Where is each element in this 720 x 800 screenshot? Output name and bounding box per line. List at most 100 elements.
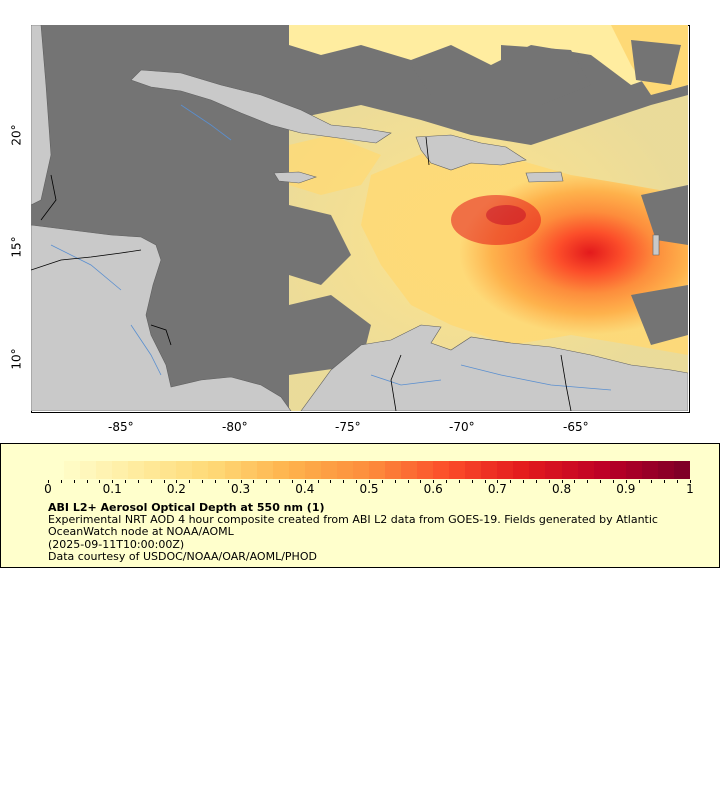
- colorbar-segment: [96, 461, 113, 479]
- colorbar-minor-tick: [369, 480, 370, 483]
- colorbar-minor-tick: [266, 480, 268, 483]
- lat-tick-label: 10°: [9, 348, 24, 370]
- colorbar-minor-tick: [690, 480, 691, 483]
- colorbar-segment: [336, 461, 353, 479]
- colorbar-segment: [465, 461, 482, 479]
- borders: [31, 136, 572, 411]
- colorbar-segment: [304, 461, 321, 479]
- lon-tick-label: -65°: [563, 420, 589, 434]
- colorbar-minor-tick: [150, 480, 152, 483]
- colorbar-tick-label: 0.3: [231, 482, 251, 496]
- colorbar-minor-tick: [612, 480, 614, 483]
- aod-plume: [361, 150, 688, 355]
- colorbar-minor-tick: [510, 480, 512, 483]
- colorbar-segment: [80, 461, 97, 479]
- legend-description: Experimental NRT AOD 4 hour composite cr…: [48, 513, 658, 538]
- colorbar-tick-label: 0.8: [552, 482, 572, 496]
- rivers: [50, 104, 612, 391]
- colorbar-minor-tick: [240, 480, 242, 483]
- colorbar-minor-tick: [458, 480, 460, 483]
- colorbar-segment: [641, 461, 658, 479]
- colorbar-segment: [256, 461, 273, 479]
- colorbar-segment: [609, 461, 626, 479]
- colorbar-segment: [320, 461, 337, 479]
- colorbar-tick-label: 0.5: [359, 482, 379, 496]
- legend-title: ABI L2+ Aerosol Optical Depth at 550 nm …: [48, 501, 325, 514]
- jamaica: [273, 171, 317, 184]
- colorbar-minor-tick: [381, 480, 383, 483]
- colorbar-minor-tick: [420, 480, 422, 483]
- colorbar-minor-tick: [407, 480, 409, 483]
- colorbar-segment: [144, 461, 161, 479]
- colorbar-minor-tick: [625, 480, 627, 483]
- colorbar-segment: [673, 461, 690, 479]
- colorbar-minor-tick: [535, 480, 537, 483]
- colorbar-minor-tick: [523, 480, 525, 483]
- legend-date: (2025-09-11T10:00:00Z): [48, 538, 185, 551]
- colorbar-segment: [160, 461, 177, 479]
- colorbar-minor-tick: [484, 480, 486, 483]
- colorbar-segment: [593, 461, 610, 479]
- colorbar-minor-tick: [60, 480, 62, 483]
- colorbar-segment: [48, 461, 65, 479]
- colorbar-minor-tick: [587, 480, 589, 483]
- colorbar-segment: [577, 461, 594, 479]
- south-america: [300, 324, 688, 411]
- legend-credit: Data courtesy of USDOC/NOAA/OAR/AOML/PHO…: [48, 550, 317, 563]
- colorbar-minor-tick: [561, 480, 563, 483]
- colorbar-segment: [433, 461, 450, 479]
- colorbar-segment: [513, 461, 530, 479]
- colorbar-minor-tick: [86, 480, 88, 483]
- colorbar-minor-tick: [548, 480, 550, 483]
- colorbar-segment: [240, 461, 257, 479]
- colorbar-minor-tick: [279, 480, 281, 483]
- colorbar-minor-tick: [664, 480, 666, 483]
- colorbar-tick-label: 0.2: [166, 482, 186, 496]
- colorbar-minor-tick: [356, 480, 358, 483]
- colorbar-minor-tick: [446, 480, 448, 483]
- colorbar-minor-tick: [48, 480, 49, 483]
- colorbar-minor-tick: [73, 480, 75, 483]
- colorbar-minor-tick: [677, 480, 679, 483]
- colorbar-segment: [481, 461, 498, 479]
- colorbar-segment: [352, 461, 369, 479]
- colorbar-segment: [176, 461, 193, 479]
- aod-map: [31, 25, 688, 411]
- colorbar-tick-label: 0.1: [102, 482, 122, 496]
- colorbar-minor-tick: [189, 480, 191, 483]
- colorbar-minor-tick: [163, 480, 165, 483]
- colorbar-segment: [561, 461, 578, 479]
- lon-tick-label: -85°: [108, 420, 134, 434]
- colorbar-tick-label: 0.9: [616, 482, 636, 496]
- colorbar-minor-tick: [600, 480, 602, 483]
- colorbar-minor-tick: [99, 480, 101, 483]
- colorbar-segment: [417, 461, 434, 479]
- colorbar-minor-tick: [253, 480, 255, 483]
- colorbar-tick-label: 0.4: [295, 482, 315, 496]
- colorbar-tick-label: 0.6: [423, 482, 443, 496]
- colorbar-minor-tick: [394, 480, 396, 483]
- colorbar-segment: [272, 461, 289, 479]
- colorbar-minor-tick: [330, 480, 332, 483]
- colorbar-minor-tick: [112, 480, 114, 483]
- colorbar-segment: [224, 461, 241, 479]
- lon-tick-label: -70°: [449, 420, 475, 434]
- colorbar-segment: [208, 461, 225, 479]
- lat-tick-label: 20°: [9, 124, 24, 146]
- lon-tick-label: -80°: [222, 420, 248, 434]
- colorbar-segment: [128, 461, 145, 479]
- colorbar-minor-tick: [176, 480, 178, 483]
- colorbar-minor-tick: [304, 480, 306, 483]
- hispaniola: [415, 134, 527, 171]
- colorbar-minor-tick: [433, 480, 435, 483]
- lesser-antilles: [652, 234, 660, 256]
- colorbar-minor-tick: [214, 480, 216, 483]
- colorbar-minor-tick: [317, 480, 319, 483]
- colorbar-minor-tick: [227, 480, 229, 483]
- colorbar-segment: [657, 461, 674, 479]
- colorbar-minor-tick: [471, 480, 473, 483]
- colorbar-tick-label: 0: [44, 482, 52, 496]
- colorbar-segment: [497, 461, 514, 479]
- legend-panel: 0 0.1 0.2 0.3 0.4 0.5 0.6 0.7 0.8 0.9 1 ABI L2+ Ae…: [0, 443, 720, 568]
- colorbar-segment: [384, 461, 402, 479]
